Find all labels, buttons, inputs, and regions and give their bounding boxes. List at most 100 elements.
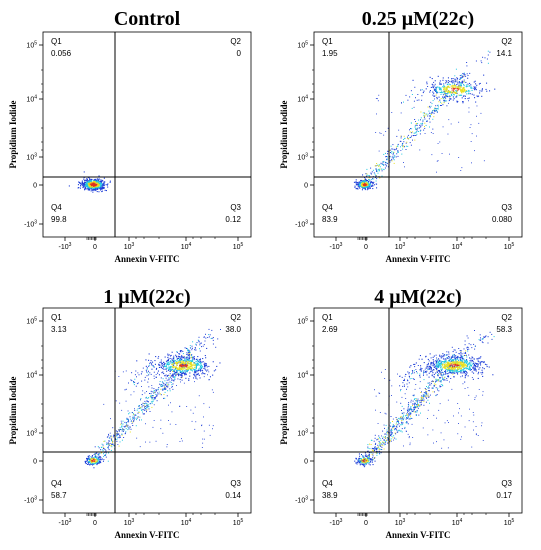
event-point [403, 145, 405, 147]
quadrant-name: Q3 [230, 479, 241, 488]
event-point [363, 182, 365, 184]
event-point [97, 459, 99, 461]
event-point [97, 188, 99, 190]
event-point [189, 363, 191, 365]
event-point [367, 447, 369, 449]
event-scatter [353, 50, 496, 191]
event-point [434, 85, 436, 87]
event-point [422, 119, 424, 121]
event-point [121, 426, 122, 428]
event-point [101, 179, 103, 181]
event-point [358, 453, 360, 455]
event-point [99, 183, 101, 185]
event-point [433, 442, 434, 444]
event-point [91, 456, 93, 458]
event-point [96, 180, 98, 182]
event-point [200, 364, 202, 366]
event-point [116, 439, 118, 441]
event-point [424, 133, 426, 134]
event-point [413, 407, 415, 409]
event-point [103, 440, 105, 442]
event-point [155, 440, 157, 442]
event-point [176, 358, 178, 360]
event-point [440, 89, 442, 91]
event-point [374, 446, 376, 448]
event-point [424, 395, 426, 397]
event-point [415, 414, 417, 416]
event-point [470, 369, 472, 371]
event-point [435, 88, 437, 90]
event-point [157, 392, 159, 394]
event-point [195, 374, 197, 376]
event-point [359, 183, 361, 185]
event-point [432, 110, 434, 112]
event-point [445, 372, 447, 374]
event-point [457, 355, 459, 357]
event-point [90, 463, 92, 465]
event-point [176, 359, 178, 361]
event-point [460, 170, 462, 171]
event-point [457, 363, 459, 365]
event-point [145, 359, 147, 361]
event-point [394, 154, 396, 156]
event-point [420, 368, 422, 370]
event-point [413, 132, 415, 134]
event-point [448, 367, 450, 369]
event-point [454, 91, 456, 93]
event-point [424, 115, 426, 117]
event-point [185, 372, 187, 374]
event-point [194, 362, 196, 364]
event-point [457, 81, 459, 83]
event-point [361, 185, 363, 187]
event-point [434, 365, 436, 367]
event-point [412, 410, 414, 412]
event-point [460, 357, 462, 359]
event-point [376, 113, 377, 115]
event-point [476, 358, 478, 360]
event-point [456, 371, 458, 373]
event-point [382, 444, 384, 446]
event-point [380, 133, 382, 134]
event-point [97, 178, 99, 180]
event-point [362, 455, 364, 457]
event-point [465, 84, 467, 86]
event-point [208, 365, 210, 367]
event-point [83, 177, 85, 179]
event-point [185, 370, 187, 372]
event-point [85, 179, 87, 181]
event-point [433, 95, 435, 97]
event-point [129, 431, 131, 433]
event-point [463, 372, 465, 374]
event-point [446, 93, 448, 95]
event-point [483, 362, 485, 364]
event-point [461, 375, 463, 377]
event-point [150, 362, 152, 364]
tick-label: -103 [295, 496, 308, 505]
event-point [400, 135, 402, 137]
event-point [416, 401, 418, 403]
event-point [105, 450, 107, 452]
event-point [416, 133, 418, 135]
event-point [153, 404, 155, 406]
event-point [405, 145, 407, 147]
event-point [100, 449, 101, 451]
event-point [202, 370, 204, 372]
event-point [412, 79, 414, 81]
event-point [443, 84, 445, 86]
event-point [195, 377, 197, 379]
event-point [407, 380, 409, 382]
event-point [92, 189, 94, 191]
event-point [411, 128, 413, 130]
event-point [159, 393, 161, 395]
event-point [378, 452, 380, 454]
event-point [369, 183, 371, 185]
event-point [452, 361, 454, 363]
quadrant-percentage: 0.14 [225, 491, 241, 500]
event-point [424, 118, 426, 120]
event-point [82, 185, 84, 187]
event-point [466, 372, 468, 374]
event-point [396, 422, 398, 424]
event-point [104, 189, 106, 191]
event-point [406, 413, 408, 415]
event-point [176, 352, 178, 353]
